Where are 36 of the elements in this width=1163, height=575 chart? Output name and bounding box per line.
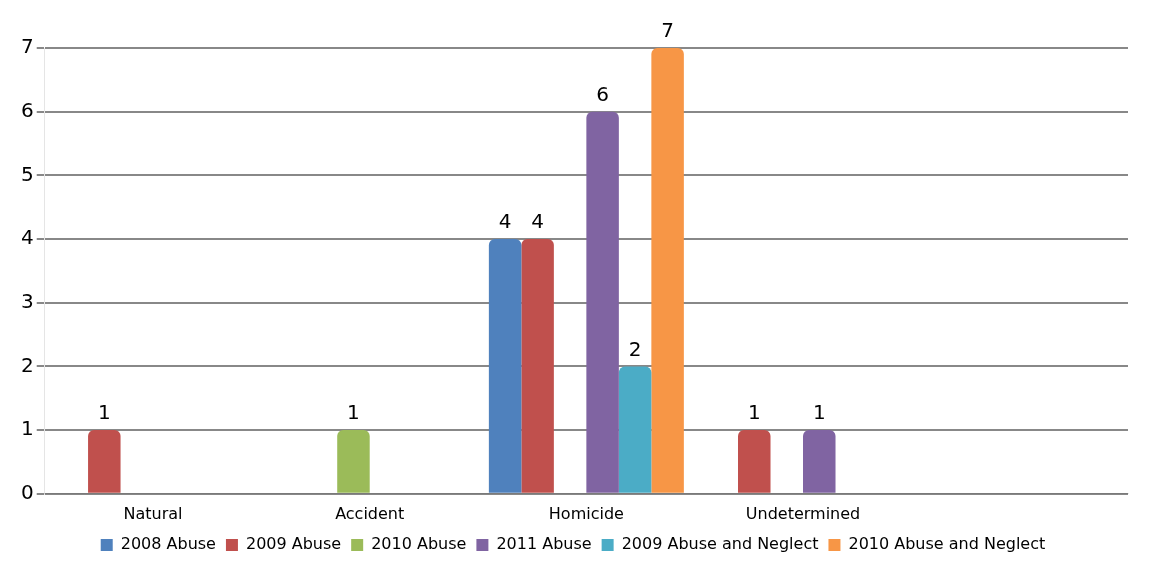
- legend-label: 2009 Abuse and Neglect: [621, 534, 819, 554]
- x-tick-label: Accident: [335, 503, 405, 523]
- x-tick-label: Homicide: [548, 503, 624, 523]
- data-label: 6: [596, 81, 609, 106]
- bar: [521, 239, 554, 493]
- bar: [488, 239, 522, 493]
- bar: [803, 430, 836, 493]
- y-tick-label: 0: [20, 480, 34, 504]
- data-label: 1: [747, 400, 761, 425]
- y-tick-label: 2: [20, 352, 34, 377]
- data-label: 7: [661, 18, 674, 43]
- legend-label: 2010 Abuse and Neglect: [848, 534, 1046, 554]
- bar: [586, 111, 619, 493]
- legend-label: 2008 Abuse: [120, 534, 216, 554]
- bar: [618, 366, 652, 493]
- data-label: 2: [628, 336, 642, 361]
- y-tick-label: 4: [20, 225, 34, 250]
- data-label: 4: [531, 209, 544, 234]
- y-tick-label: 1: [20, 416, 34, 441]
- legend-label: 2009 Abuse: [245, 534, 342, 554]
- y-tick-label: 7: [20, 34, 34, 59]
- bar: [738, 430, 771, 493]
- legend-label: 2011 Abuse: [496, 534, 592, 554]
- x-tick-label: Natural: [123, 503, 183, 523]
- data-label: 1: [347, 400, 360, 425]
- x-tick-label: Undetermined: [745, 503, 861, 523]
- bar: [337, 430, 370, 493]
- y-tick-label: 3: [20, 288, 34, 313]
- data-label: 1: [97, 400, 111, 425]
- y-tick-label: 6: [20, 97, 34, 122]
- bar: [88, 430, 121, 493]
- data-label: 1: [812, 400, 826, 425]
- bar: [651, 48, 684, 493]
- legend-label: 2010 Abuse: [371, 534, 467, 554]
- data-label: 4: [498, 209, 512, 234]
- y-tick-label: 5: [20, 161, 34, 186]
